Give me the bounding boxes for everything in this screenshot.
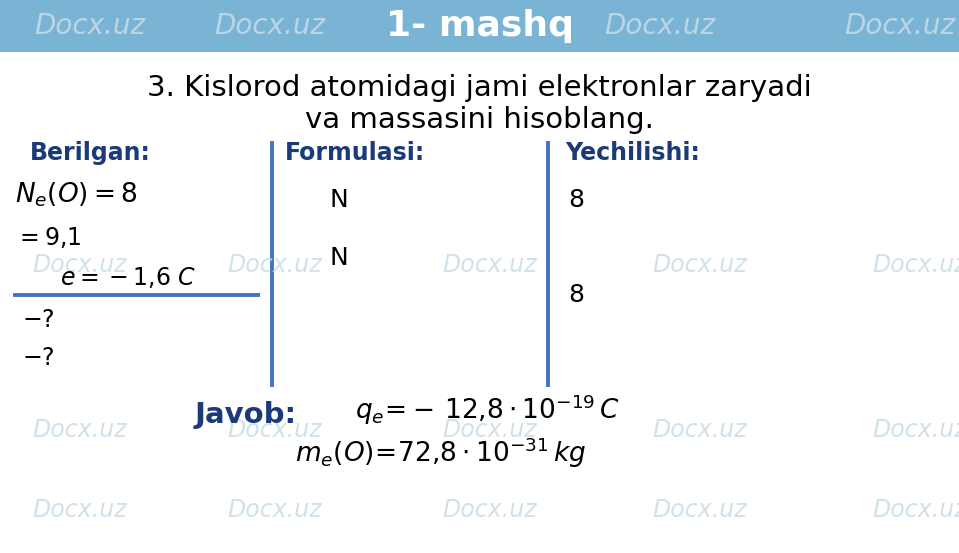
- Text: $e = -1{,}6\ C$: $e = -1{,}6\ C$: [60, 265, 197, 290]
- Text: Docx.uz: Docx.uz: [35, 12, 146, 40]
- Text: Docx.uz: Docx.uz: [873, 418, 959, 442]
- Text: Docx.uz: Docx.uz: [845, 12, 955, 40]
- Text: 8: 8: [568, 283, 584, 307]
- Text: Docx.uz: Docx.uz: [33, 253, 128, 277]
- Text: Docx.uz: Docx.uz: [33, 498, 128, 522]
- Text: Formulasi:: Formulasi:: [285, 141, 425, 165]
- Text: Docx.uz: Docx.uz: [604, 12, 715, 40]
- Text: $-?$: $-?$: [22, 308, 55, 332]
- Text: Docx.uz: Docx.uz: [873, 253, 959, 277]
- Text: Docx.uz: Docx.uz: [653, 418, 747, 442]
- Text: Docx.uz: Docx.uz: [873, 498, 959, 522]
- Text: $N_e(O){=}8$: $N_e(O){=}8$: [15, 181, 137, 209]
- Text: Docx.uz: Docx.uz: [227, 418, 322, 442]
- Text: $= 9{,}1$: $= 9{,}1$: [15, 226, 82, 251]
- Text: 8: 8: [568, 188, 584, 212]
- Text: Docx.uz: Docx.uz: [443, 498, 537, 522]
- Text: $-?$: $-?$: [22, 346, 55, 370]
- Text: N: N: [330, 188, 349, 212]
- Text: 3. Kislorod atomidagi jami elektronlar zaryadi: 3. Kislorod atomidagi jami elektronlar z…: [147, 74, 812, 102]
- Bar: [0, 0, 959, 52]
- Text: Docx.uz: Docx.uz: [443, 418, 537, 442]
- Text: 1- mashq: 1- mashq: [386, 9, 573, 43]
- Text: Yechilishi:: Yechilishi:: [565, 141, 700, 165]
- Text: va massasini hisoblang.: va massasini hisoblang.: [305, 106, 654, 134]
- Text: $m_e(O)\!=\!72{,}8\cdot 10^{-31}\,kg$: $m_e(O)\!=\!72{,}8\cdot 10^{-31}\,kg$: [295, 436, 586, 470]
- Text: Docx.uz: Docx.uz: [227, 498, 322, 522]
- Text: Berilgan:: Berilgan:: [30, 141, 151, 165]
- Text: Docx.uz: Docx.uz: [33, 418, 128, 442]
- Text: $q_e\!=\!-\,12{,}8\cdot 10^{-19}\,C$: $q_e\!=\!-\,12{,}8\cdot 10^{-19}\,C$: [355, 393, 620, 427]
- Text: Docx.uz: Docx.uz: [653, 253, 747, 277]
- Text: Docx.uz: Docx.uz: [215, 12, 325, 40]
- Text: Javob:: Javob:: [195, 401, 297, 429]
- Text: Docx.uz: Docx.uz: [443, 253, 537, 277]
- Text: N: N: [330, 246, 349, 270]
- Text: Docx.uz: Docx.uz: [227, 253, 322, 277]
- Text: Docx.uz: Docx.uz: [653, 498, 747, 522]
